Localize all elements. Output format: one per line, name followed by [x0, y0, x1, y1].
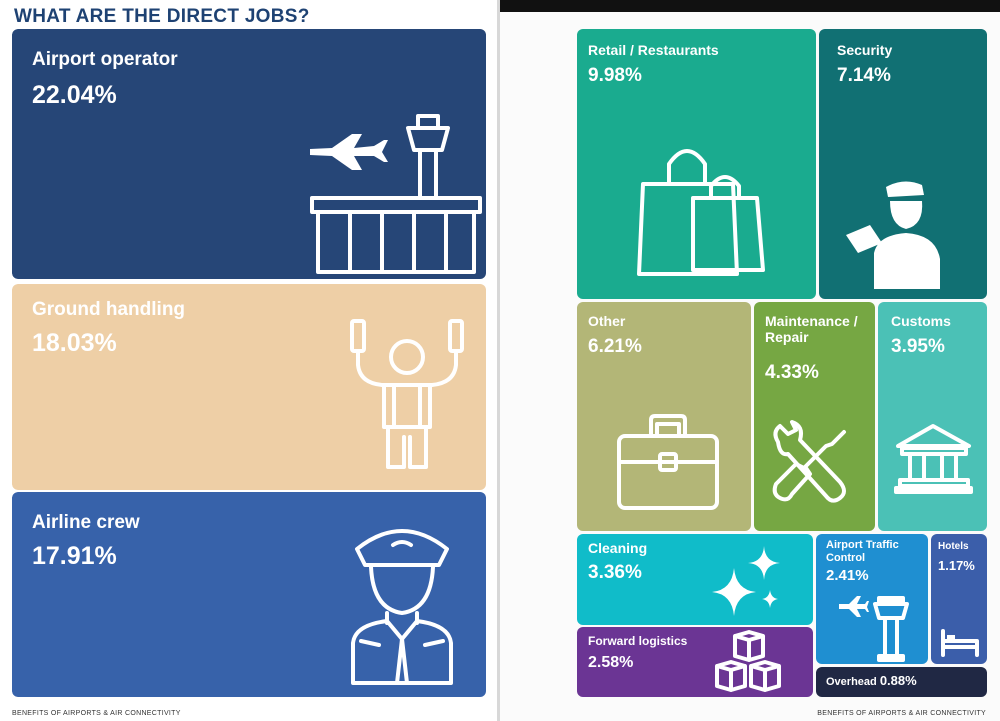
- tile-label: Airport operator: [32, 49, 178, 70]
- control-tower-icon: [839, 592, 914, 662]
- tile-airport-operator: Airport operator 22.04%: [12, 29, 486, 279]
- top-bar: [500, 0, 1000, 12]
- government-building-icon: [894, 424, 973, 494]
- wrench-screwdriver-icon: [770, 420, 850, 504]
- tile-label: Retail / Restaurants: [588, 42, 719, 58]
- tile-ground-handling: Ground handling 18.03%: [12, 284, 486, 490]
- tile-hotels: Hotels 1.17%: [931, 534, 987, 664]
- tile-label: Other: [588, 313, 626, 329]
- tile-label: Cleaning: [588, 540, 648, 556]
- tile-label: Ground handling: [32, 299, 186, 320]
- tile-label: Hotels: [938, 541, 969, 552]
- tile-value: 9.98%: [588, 65, 642, 86]
- tile-cleaning: Cleaning 3.36%: [577, 534, 813, 625]
- tile-label: Maintenance / Repair: [765, 313, 858, 346]
- tile-label: Customs: [891, 313, 951, 329]
- security-officer-icon: [844, 179, 944, 289]
- tile-value: 1.17%: [938, 558, 975, 573]
- tile-value: 4.33%: [765, 362, 819, 383]
- tile-atc: Airport Traffic Control 2.41%: [816, 534, 928, 664]
- tile-forward-logistics: Forward logistics 2.58%: [577, 627, 813, 697]
- tile-label: Overhead: [826, 676, 880, 688]
- tile-other: Other 6.21%: [577, 302, 751, 531]
- shopping-bags-icon: [637, 144, 769, 284]
- tile-value: 17.91%: [32, 542, 117, 570]
- tile-airline-crew: Airline crew 17.91%: [12, 492, 486, 697]
- footer-left: BENEFITS OF AIRPORTS & AIR CONNECTIVITY: [12, 710, 181, 717]
- tile-maintenance: Maintenance / Repair 4.33%: [754, 302, 875, 531]
- tile-label: Airport Traffic Control: [826, 539, 899, 564]
- tile-overhead: Overhead 0.88%: [816, 667, 987, 697]
- tile-label: Airline crew: [32, 512, 140, 533]
- tile-customs: Customs 3.95%: [878, 302, 987, 531]
- tile-value: 22.04%: [32, 81, 117, 109]
- tile-label: Security: [837, 42, 893, 58]
- tile-value: 2.58%: [588, 654, 634, 671]
- briefcase-icon: [615, 412, 720, 512]
- tile-value: 3.95%: [891, 336, 945, 357]
- ground-marshaller-icon: [342, 317, 472, 477]
- sparkles-icon: [712, 546, 782, 616]
- bed-icon: [940, 629, 980, 657]
- tile-value: 3.36%: [588, 562, 642, 583]
- tile-value: 0.88%: [879, 673, 917, 688]
- tile-value: 6.21%: [588, 336, 642, 357]
- tile-retail: Retail / Restaurants 9.98%: [577, 29, 816, 299]
- tile-value: 18.03%: [32, 329, 117, 357]
- chart-title: WHAT ARE THE DIRECT JOBS?: [14, 6, 310, 27]
- control-tower-plane-icon: [302, 104, 486, 279]
- pilot-icon: [347, 517, 457, 687]
- tile-security: Security 7.14%: [819, 29, 987, 299]
- tile-value: 7.14%: [837, 65, 891, 86]
- page-gutter: [497, 0, 500, 721]
- footer-right: BENEFITS OF AIRPORTS & AIR CONNECTIVITY: [817, 710, 986, 717]
- tile-value: 2.41%: [826, 567, 869, 584]
- tile-label: Forward logistics: [588, 634, 688, 648]
- stacked-boxes-icon: [715, 630, 781, 692]
